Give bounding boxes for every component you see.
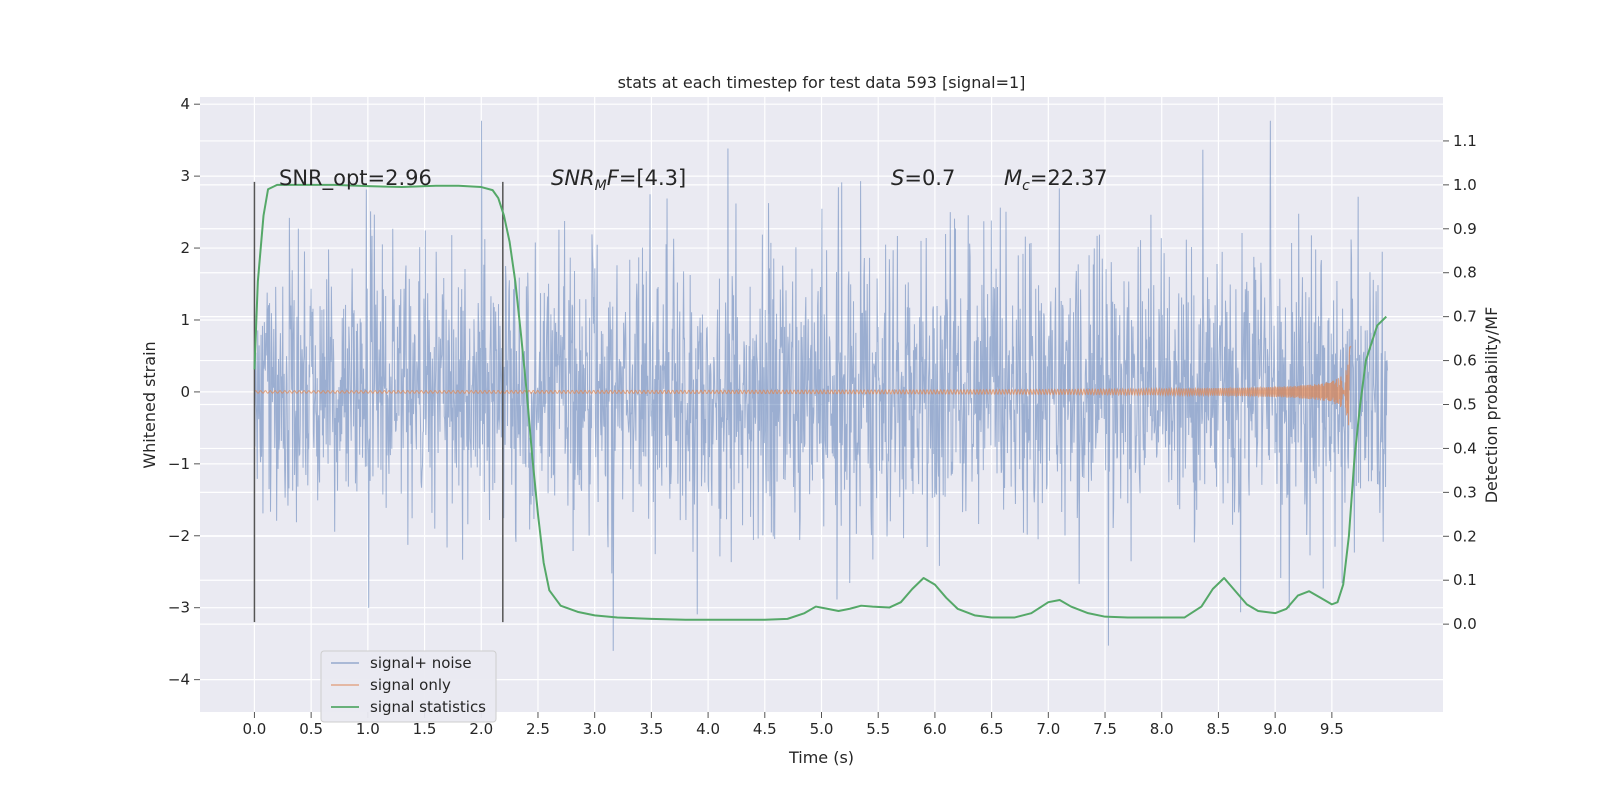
series-signal-plus-noise — [253, 120, 1388, 651]
x-tick-label: 2.0 — [469, 720, 493, 738]
y-tick-label-right: 0.8 — [1453, 264, 1477, 282]
tick-labels: 0.0 0.5 1.0 1.5 2.0 2.5 3.0 3.5 4.0 4.5 5.0 5.5 6.0 6… — [168, 95, 1477, 738]
y-tick-label-left: 4 — [180, 95, 190, 113]
y-tick-label-left: −2 — [168, 527, 190, 545]
annotation-snr-mf-value: =[4.3] — [619, 166, 686, 190]
annotation-s: S=0.7 — [891, 166, 955, 190]
x-tick-label: 3.5 — [639, 720, 663, 738]
annotation-mc-name: M — [1004, 166, 1022, 190]
x-tick-label: 3.0 — [583, 720, 607, 738]
legend-label-signal-statistics: signal statistics — [370, 698, 486, 716]
y-tick-label-right: 0.2 — [1453, 527, 1477, 545]
y-tick-label-right: 0.4 — [1453, 439, 1477, 457]
y-tick-label-right: 1.0 — [1453, 176, 1477, 194]
annotations: SNR_opt=2.96 SNRMF=[4.3] S=0.7 Mc=22.37 — [279, 166, 1108, 194]
x-tick-label: 7.0 — [1036, 720, 1060, 738]
annotation-snr-opt: SNR_opt=2.96 — [279, 166, 432, 191]
y-tick-label-left: 0 — [180, 383, 190, 401]
annotation-s-value: =0.7 — [904, 166, 955, 190]
signal-plus-noise-line — [253, 120, 1388, 651]
x-tick-label: 0.5 — [299, 720, 323, 738]
x-tick-label: 6.5 — [980, 720, 1004, 738]
x-tick-label: 2.5 — [526, 720, 550, 738]
y-tick-label-right: 0.0 — [1453, 615, 1477, 633]
x-tick-label: 5.5 — [866, 720, 890, 738]
y-tick-label-right: 0.1 — [1453, 571, 1477, 589]
annotation-snr-mf-name: SNR — [551, 166, 595, 190]
annotation-mc-value: =22.37 — [1030, 166, 1108, 190]
window-markers — [253, 181, 504, 623]
annotation-snr-mf: SNRMF=[4.3] — [551, 166, 686, 194]
y-tick-label-right: 0.7 — [1453, 308, 1477, 326]
legend-box — [320, 650, 497, 723]
y-axis-label-right: Detection probability/MF — [1482, 307, 1501, 504]
x-tick-label: 1.0 — [356, 720, 380, 738]
x-tick-label: 6.0 — [923, 720, 947, 738]
x-tick-label: 9.0 — [1263, 720, 1287, 738]
annotation-mc-subscript: c — [1022, 178, 1030, 194]
x-tick-label: 1.5 — [413, 720, 437, 738]
x-tick-label: 4.5 — [753, 720, 777, 738]
y-tick-label-right: 1.1 — [1453, 132, 1477, 150]
y-axis-label-left: Whitened strain — [140, 341, 159, 468]
y-tick-label-right: 0.9 — [1453, 220, 1477, 238]
y-tick-label-right: 0.6 — [1453, 352, 1477, 370]
x-tick-label: 4.0 — [696, 720, 720, 738]
x-tick-label: 8.5 — [1207, 720, 1231, 738]
y-tick-label-right: 0.5 — [1453, 396, 1477, 414]
x-tick-label: 5.0 — [810, 720, 834, 738]
series-signal-statistics — [253, 183, 1387, 621]
y-tick-label-left: −4 — [168, 671, 190, 689]
annotation-snr-mf-subscript: M — [595, 178, 607, 194]
x-tick-label: 8.0 — [1150, 720, 1174, 738]
series-signal-only — [253, 345, 1352, 426]
y-tick-label-left: −1 — [168, 455, 190, 473]
signal-only-line — [253, 345, 1352, 426]
annotation-mc: Mc=22.37 — [1004, 166, 1108, 194]
legend-label-signal-plus-noise: signal+ noise — [370, 654, 472, 672]
legend-label-signal-only: signal only — [370, 676, 451, 694]
x-tick-label: 7.5 — [1093, 720, 1117, 738]
signal-statistics-line — [253, 183, 1387, 621]
legend: signal+ noise signal only signal statist… — [320, 650, 497, 723]
y-tick-label-left: 2 — [180, 239, 190, 257]
x-tick-label: 0.0 — [243, 720, 267, 738]
annotation-s-name: S — [891, 166, 904, 190]
y-tick-label-right: 0.3 — [1453, 483, 1477, 501]
y-tick-label-left: −3 — [168, 599, 190, 617]
y-tick-label-left: 1 — [180, 311, 190, 329]
chart-title: stats at each timestep for test data 593… — [618, 73, 1026, 92]
x-axis-label: Time (s) — [788, 748, 854, 767]
x-tick-label: 9.5 — [1320, 720, 1344, 738]
annotation-snr-mf-f: F — [607, 166, 620, 190]
y-tick-label-left: 3 — [180, 167, 190, 185]
